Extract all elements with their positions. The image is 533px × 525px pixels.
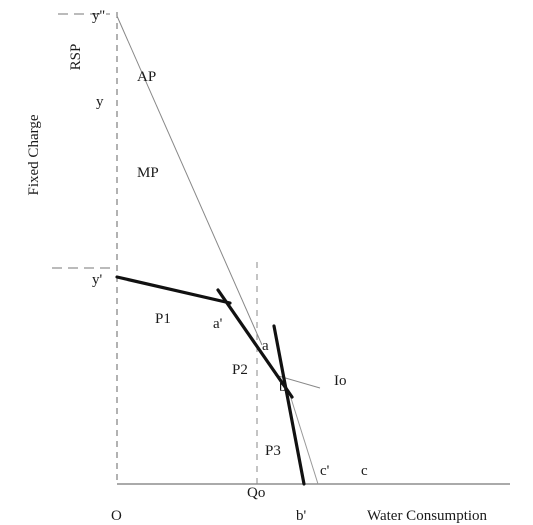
region-label-p3: P3 (265, 443, 281, 459)
region-label-io: Io (334, 373, 347, 389)
p3-segment (272, 324, 306, 486)
y-axis-title: Fixed Charge (26, 114, 42, 195)
region-label-mp: MP (137, 165, 159, 181)
y-tick-label-y-prime: y' (92, 272, 103, 288)
region-label-p2: P2 (232, 362, 248, 378)
y-tick-label-y-double-prime: y'' (92, 8, 105, 24)
point-label-a-prime: a' (213, 316, 223, 332)
y-tick-label-y: y (96, 94, 104, 110)
x-tick-label-qo: Qo (247, 485, 265, 501)
p2-segment (216, 288, 294, 399)
y-axis-top-label: RSP (68, 44, 84, 71)
p1-segment (115, 275, 232, 305)
point-label-b: b (279, 379, 287, 395)
point-label-a: a (262, 338, 269, 354)
average-price-line (116, 15, 263, 346)
point-label-c-prime: c' (320, 463, 330, 479)
point-label-c: c (361, 463, 368, 479)
c-tail-line (289, 394, 319, 485)
origin-label: O (111, 508, 122, 524)
point-label-b-prime: b' (296, 508, 307, 524)
region-label-ap: AP (137, 69, 156, 85)
x-axis-title: Water Consumption (367, 508, 488, 524)
region-label-p1: P1 (155, 311, 171, 327)
